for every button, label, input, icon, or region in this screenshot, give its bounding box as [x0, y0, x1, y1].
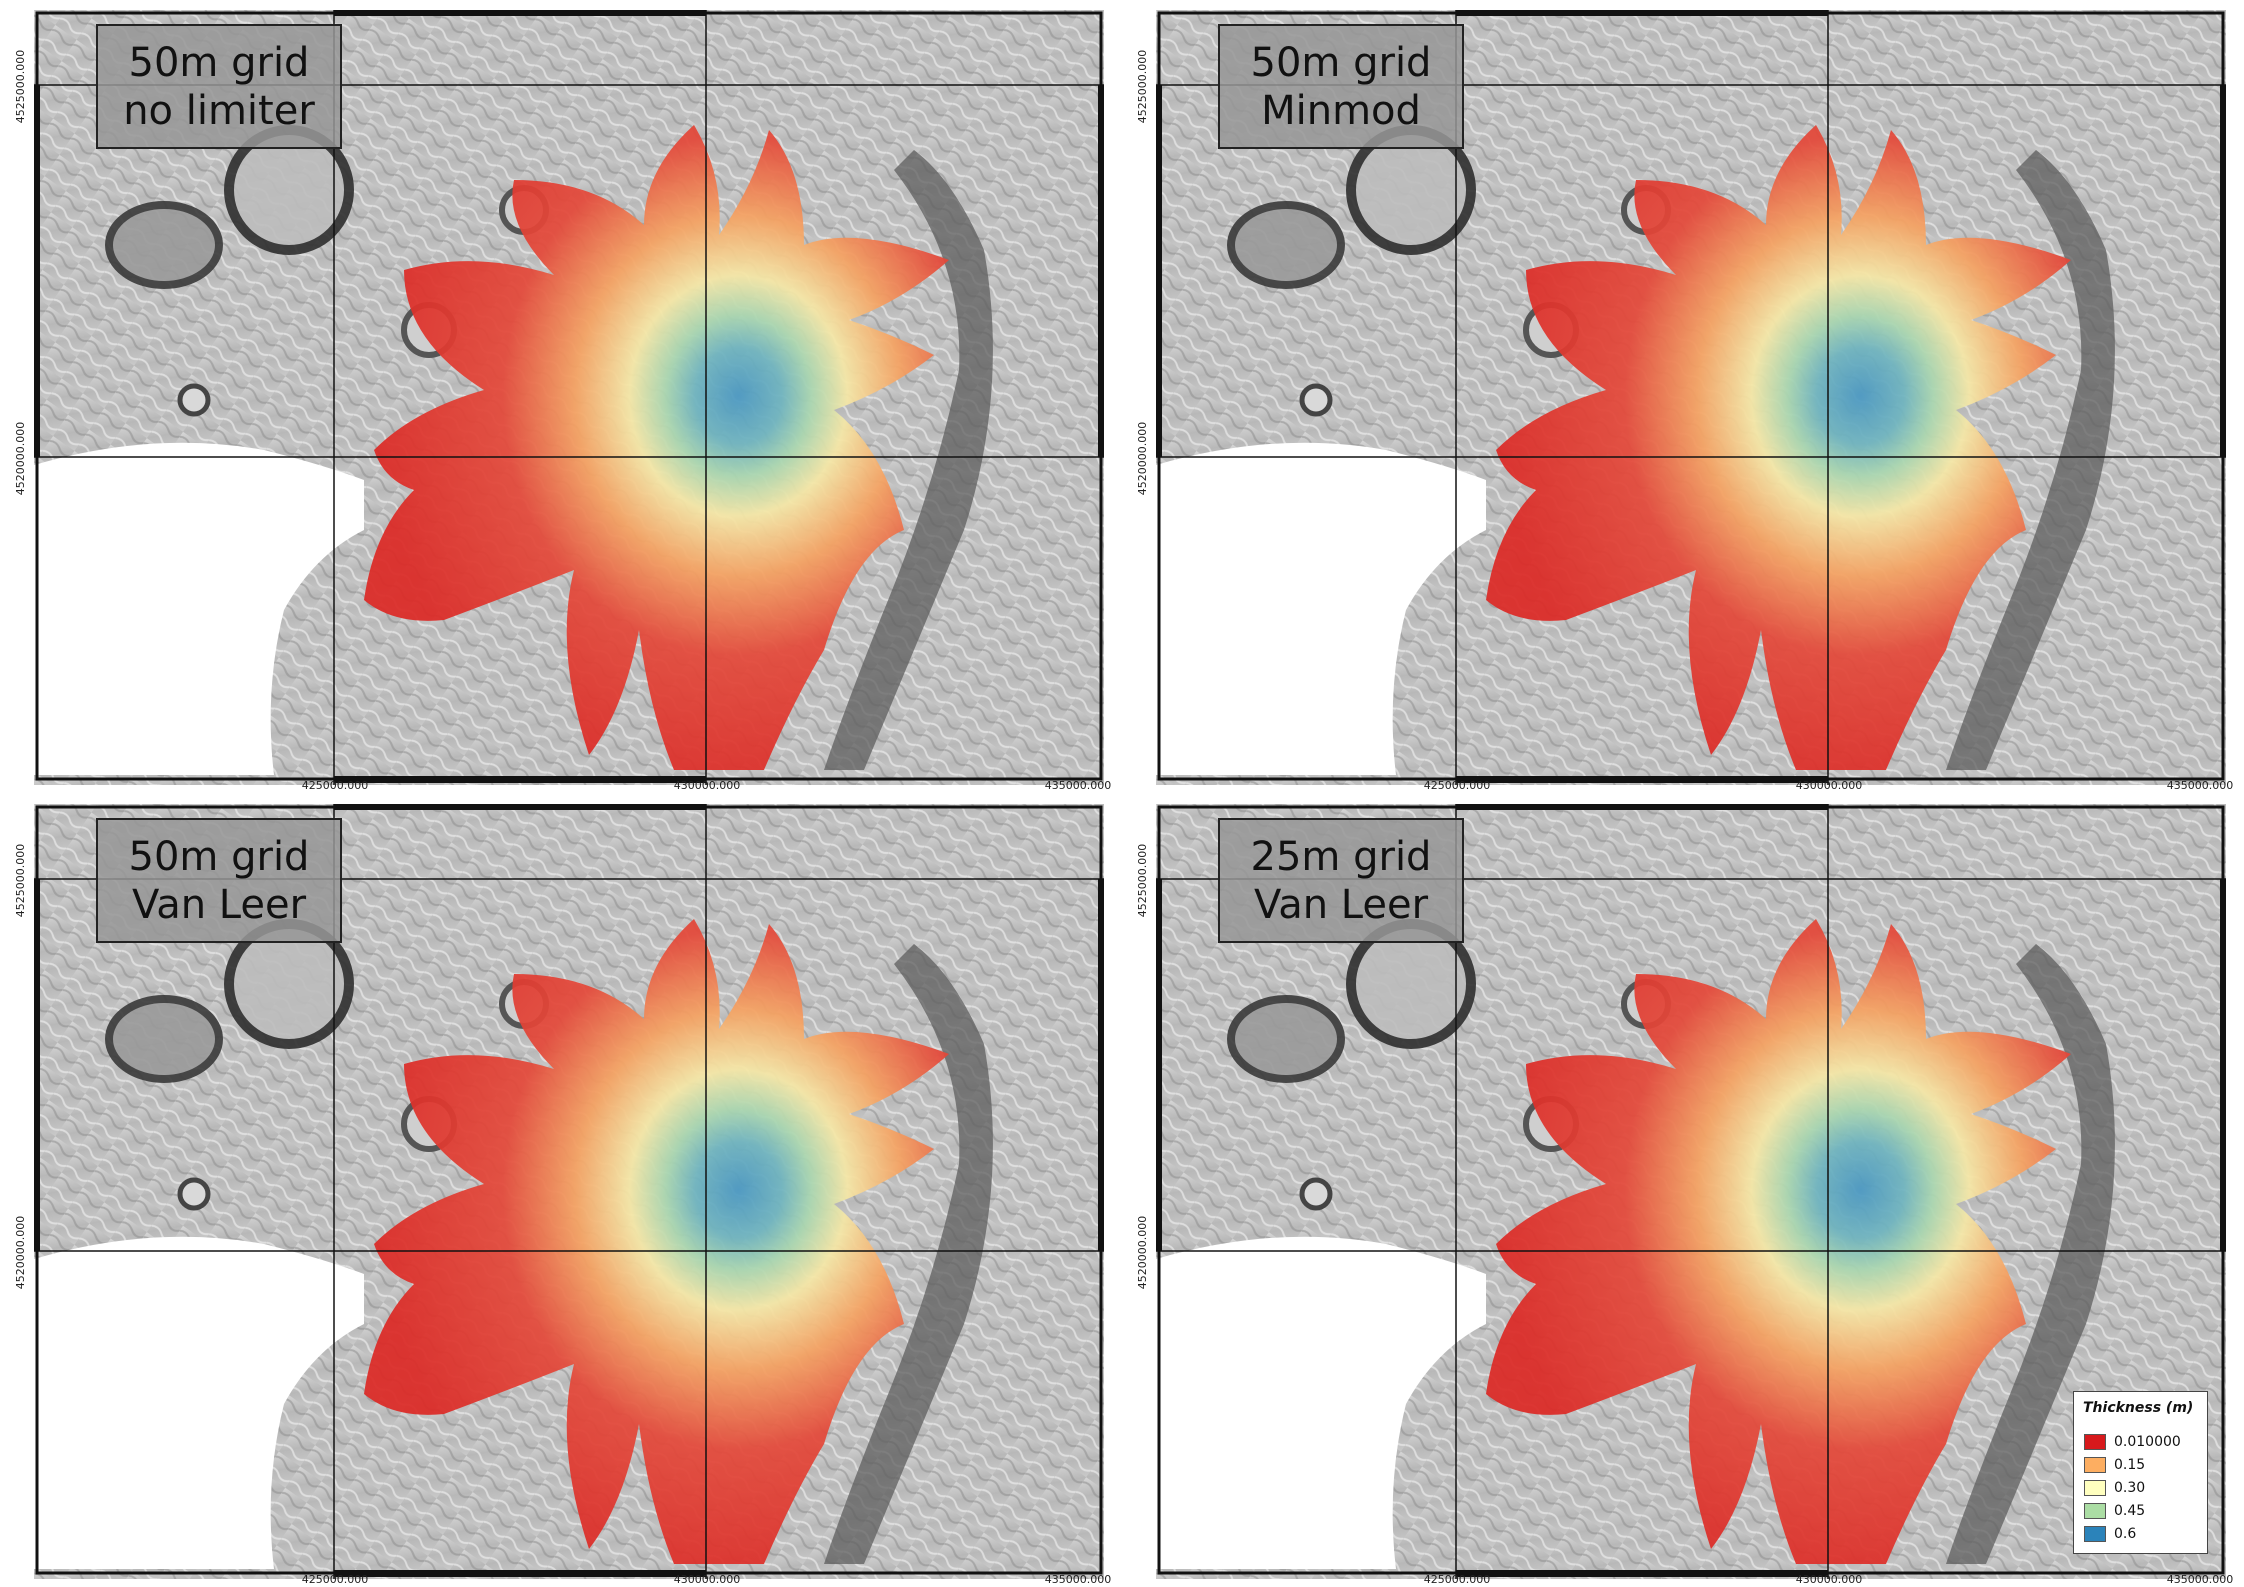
x-tick-label: 435000.000	[2166, 1573, 2234, 1586]
legend-item: 0.45	[2084, 1501, 2145, 1521]
y-tick-label: 4525000.000	[1136, 843, 1150, 918]
y-tick-label: 4520000.000	[1136, 421, 1150, 496]
x-tick-label: 425000.000	[301, 779, 369, 792]
y-tick-label: 4525000.000	[14, 49, 28, 124]
legend-swatch	[2084, 1457, 2106, 1473]
legend-label: 0.15	[2114, 1457, 2146, 1473]
panel-title-box: 50m grid Van Leer	[96, 818, 342, 943]
legend-swatch	[2084, 1434, 2106, 1450]
panel-title-box: 25m grid Van Leer	[1218, 818, 1464, 943]
x-tick-label: 430000.000	[1795, 779, 1863, 792]
thickness-legend: Thickness (m) 0.010000 0.15 0.30 0.45 0.…	[2073, 1391, 2208, 1554]
panel-title-line1: 50m grid	[128, 833, 310, 880]
y-tick-label: 4525000.000	[1136, 49, 1150, 124]
legend-label: 0.45	[2114, 1503, 2146, 1519]
y-tick-label: 4520000.000	[1136, 1215, 1150, 1290]
legend-swatch	[2084, 1480, 2106, 1496]
legend-swatch	[2084, 1503, 2106, 1519]
x-tick-label: 430000.000	[673, 1573, 741, 1586]
x-tick-label: 425000.000	[1423, 1573, 1491, 1586]
legend-item: 0.010000	[2084, 1432, 2181, 1452]
map-panel-no-limiter: 50m grid no limiter	[34, 10, 1104, 785]
panel-title-line2: Minmod	[1261, 87, 1421, 134]
legend-title: Thickness (m)	[2083, 1400, 2194, 1416]
map-panel-van-leer-25m: 25m grid Van Leer	[1156, 804, 2226, 1579]
x-tick-label: 435000.000	[1044, 1573, 1112, 1586]
y-tick-label: 4520000.000	[14, 1215, 28, 1290]
legend-swatch	[2084, 1526, 2106, 1542]
x-tick-label: 430000.000	[1795, 1573, 1863, 1586]
legend-label: 0.010000	[2114, 1434, 2181, 1450]
x-tick-label: 430000.000	[673, 779, 741, 792]
legend-item: 0.30	[2084, 1478, 2145, 1498]
panel-title-line1: 25m grid	[1250, 833, 1432, 880]
x-tick-label: 425000.000	[301, 1573, 369, 1586]
panel-title-box: 50m grid no limiter	[96, 24, 342, 149]
legend-item: 0.6	[2084, 1524, 2136, 1544]
panel-title-line2: Van Leer	[131, 881, 307, 928]
y-tick-label: 4520000.000	[14, 421, 28, 496]
legend-label: 0.30	[2114, 1480, 2146, 1496]
x-tick-label: 435000.000	[1044, 779, 1112, 792]
x-tick-label: 435000.000	[2166, 779, 2234, 792]
y-tick-label: 4525000.000	[14, 843, 28, 918]
panel-title-line1: 50m grid	[1250, 39, 1432, 86]
legend-label: 0.6	[2114, 1526, 2137, 1542]
panel-title-box: 50m grid Minmod	[1218, 24, 1464, 149]
panel-title-line1: 50m grid	[128, 39, 310, 86]
panel-title-line2: Van Leer	[1253, 881, 1429, 928]
panel-title-line2: no limiter	[123, 87, 315, 134]
map-panel-van-leer-50m: 50m grid Van Leer	[34, 804, 1104, 1579]
legend-item: 0.15	[2084, 1455, 2145, 1475]
map-panel-minmod: 50m grid Minmod	[1156, 10, 2226, 785]
x-tick-label: 425000.000	[1423, 779, 1491, 792]
